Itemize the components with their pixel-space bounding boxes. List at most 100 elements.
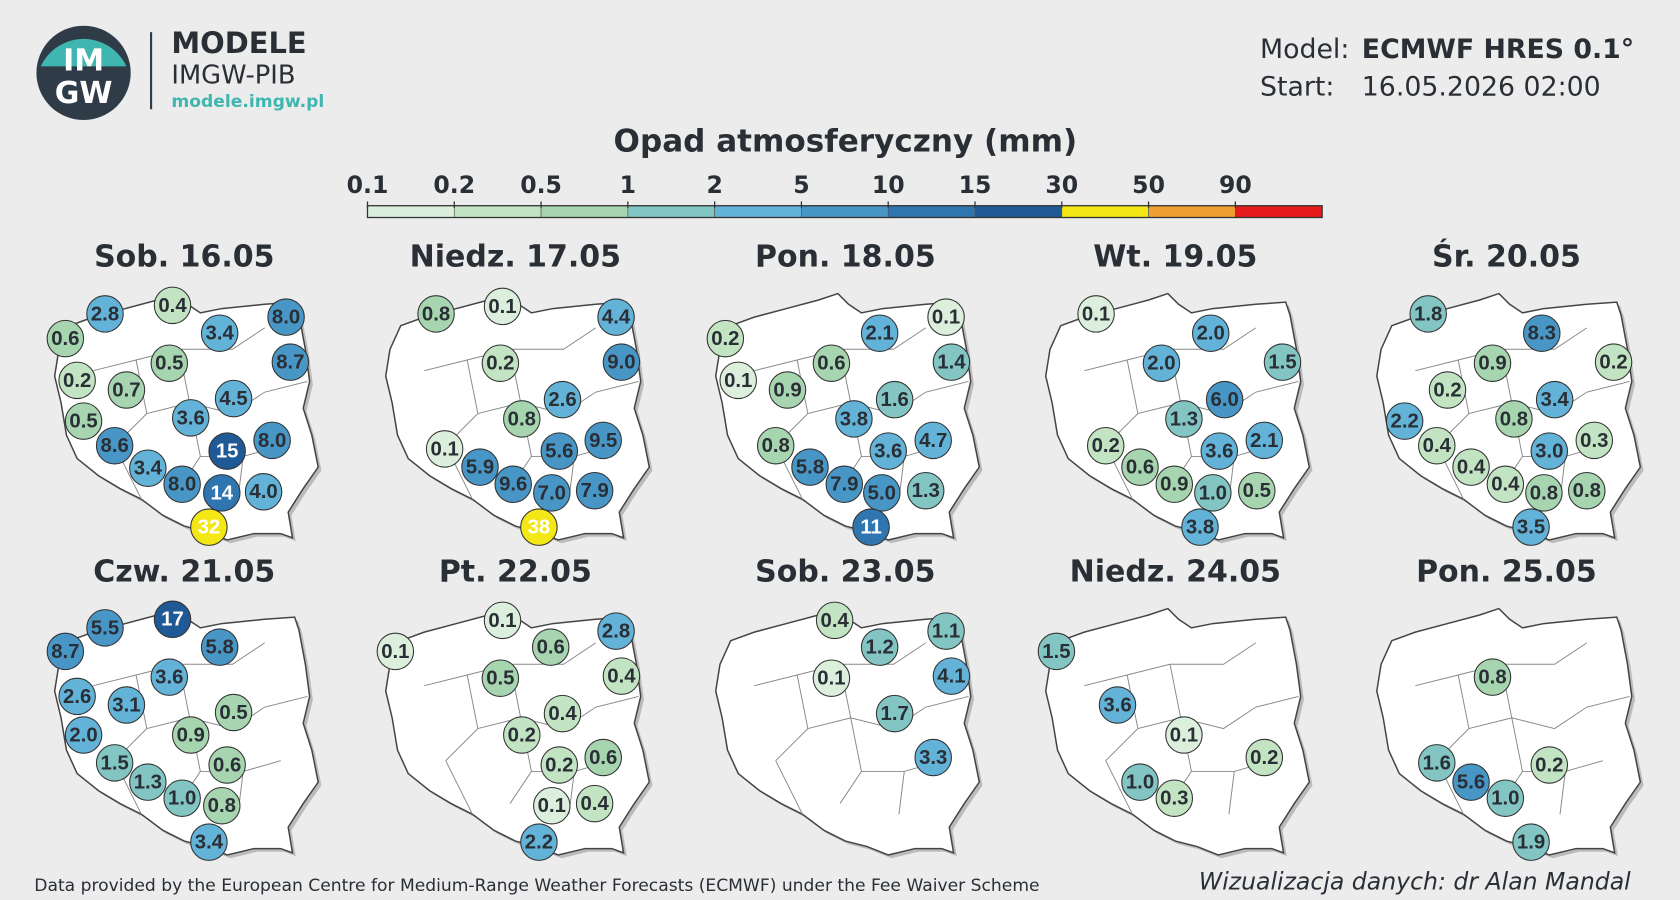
bubble-label: 32 [198,517,221,539]
bubble [208,746,246,784]
bubble [1077,295,1115,333]
legend-label: 0.5 [520,171,562,199]
bubble [1409,295,1447,333]
bubble [153,286,192,325]
bubble-label: 1.8 [1414,303,1442,325]
bubble [1121,763,1159,801]
bubble [906,471,945,510]
legend-swatch [453,205,542,218]
panel: Sob. 16.052.8 0.43.48.00.68.70.50.2 0.7 4.5… [46,240,322,546]
bubble-label: 0.6 [589,747,617,769]
legend-swatch [1061,205,1149,218]
bubble-label: 0.2 [545,754,573,776]
bubble-label: 0.2 [711,328,739,350]
bubble [932,657,971,695]
bubble-label: 3.8 [840,408,868,430]
bubble-label: 38 [528,517,551,539]
bubble [543,694,582,733]
bubble [503,400,541,438]
bubble [1205,380,1244,419]
bubble-label: 3.6 [1103,694,1131,716]
map-outline [714,607,981,856]
bubble-label: 8.0 [272,307,300,329]
bubble [461,448,499,486]
bubble-label: 8.0 [168,474,196,496]
bubble [153,600,192,639]
logo-text: IM [63,44,104,79]
bubble-label: 3.8 [1186,517,1214,539]
bubble [1525,474,1563,512]
legend-swatch [801,205,889,218]
bubble [1512,508,1550,546]
bubble [1385,402,1424,440]
bubble [1530,746,1569,784]
bubble-label: 1.3 [134,772,162,794]
bubble [1418,744,1456,782]
bubble [253,421,291,460]
bubble-label: 2.0 [69,724,97,746]
bubble-label: 5.8 [206,637,234,659]
bubble-label: 0.9 [1160,474,1188,496]
bubble-label: 0.1 [381,641,409,663]
bubble [584,738,622,777]
bubble-label: 1.0 [1126,772,1154,794]
bubble [58,361,96,400]
bubble-label: 3.4 [134,458,163,480]
bubble [869,432,907,470]
bubble-label: 0.4 [158,295,187,317]
bubble [531,628,570,666]
bubble-label: 4.5 [219,388,247,410]
bubble-label: 0.8 [422,303,450,325]
bubble [584,421,622,460]
bubble-label: 0.1 [817,668,845,690]
bubble [46,319,85,358]
bubble-label: 5.0 [868,482,896,504]
bubble-label: 5.6 [1457,772,1485,794]
bubble-label: 3.5 [1517,517,1545,539]
bubble-label: 0.8 [208,795,236,817]
bubble [602,657,641,695]
bubble [129,763,167,801]
bubble-label: 1.1 [932,621,960,643]
bubble [129,449,167,487]
bubble-label: 9.5 [589,430,617,452]
legend-swatch [1148,205,1236,218]
bubble [602,343,641,381]
bubble [1452,448,1490,486]
bubble-label: 0.6 [537,637,565,659]
bubble-label: 8.6 [101,435,129,457]
bubble-label: 0.8 [762,435,790,457]
org: IMGW-PIB [171,61,295,91]
bubble-label: 9.0 [607,352,635,374]
bubble [812,659,851,697]
bubble [64,716,103,754]
legend-swatch [887,205,976,218]
bubble-label: 0.1 [538,795,566,817]
bubble-label: 0.5 [69,411,97,433]
bubble-label: 2.0 [1197,323,1225,345]
bubble-label: 1.3 [1170,408,1198,430]
bubble [481,659,520,697]
bubble-label: 2.6 [548,389,576,411]
legend-label: 50 [1132,171,1165,199]
bubble-label: 1.7 [881,703,909,725]
panel: Niedz. 17.05 0.8 0.1 4.4 9.0 0.2 2.6 0.8 0.1 5.6 9… [384,240,653,546]
bubble [1263,343,1302,381]
bubble [494,465,532,504]
bubble [1523,314,1561,352]
panel-title: Śr. 20.05 [1432,238,1581,275]
bubble [64,402,103,440]
bubble-label: 1.5 [1042,641,1070,663]
bubble-label: 1.4 [937,352,966,374]
bubble [244,473,283,511]
panel-title: Niedz. 24.05 [1070,555,1281,590]
bubble [1535,380,1574,419]
bubble [540,746,579,784]
bubble [1238,471,1276,510]
bubble-label: 17 [161,609,184,631]
brand: MODELE [171,26,306,60]
bubble [163,465,201,504]
bubble-label: 6.0 [1211,389,1239,411]
panel: Sob. 23.05 0.4 1.1 1.2 0.1 4.1 1.7 3.3 [714,555,983,859]
bubble [200,314,239,352]
